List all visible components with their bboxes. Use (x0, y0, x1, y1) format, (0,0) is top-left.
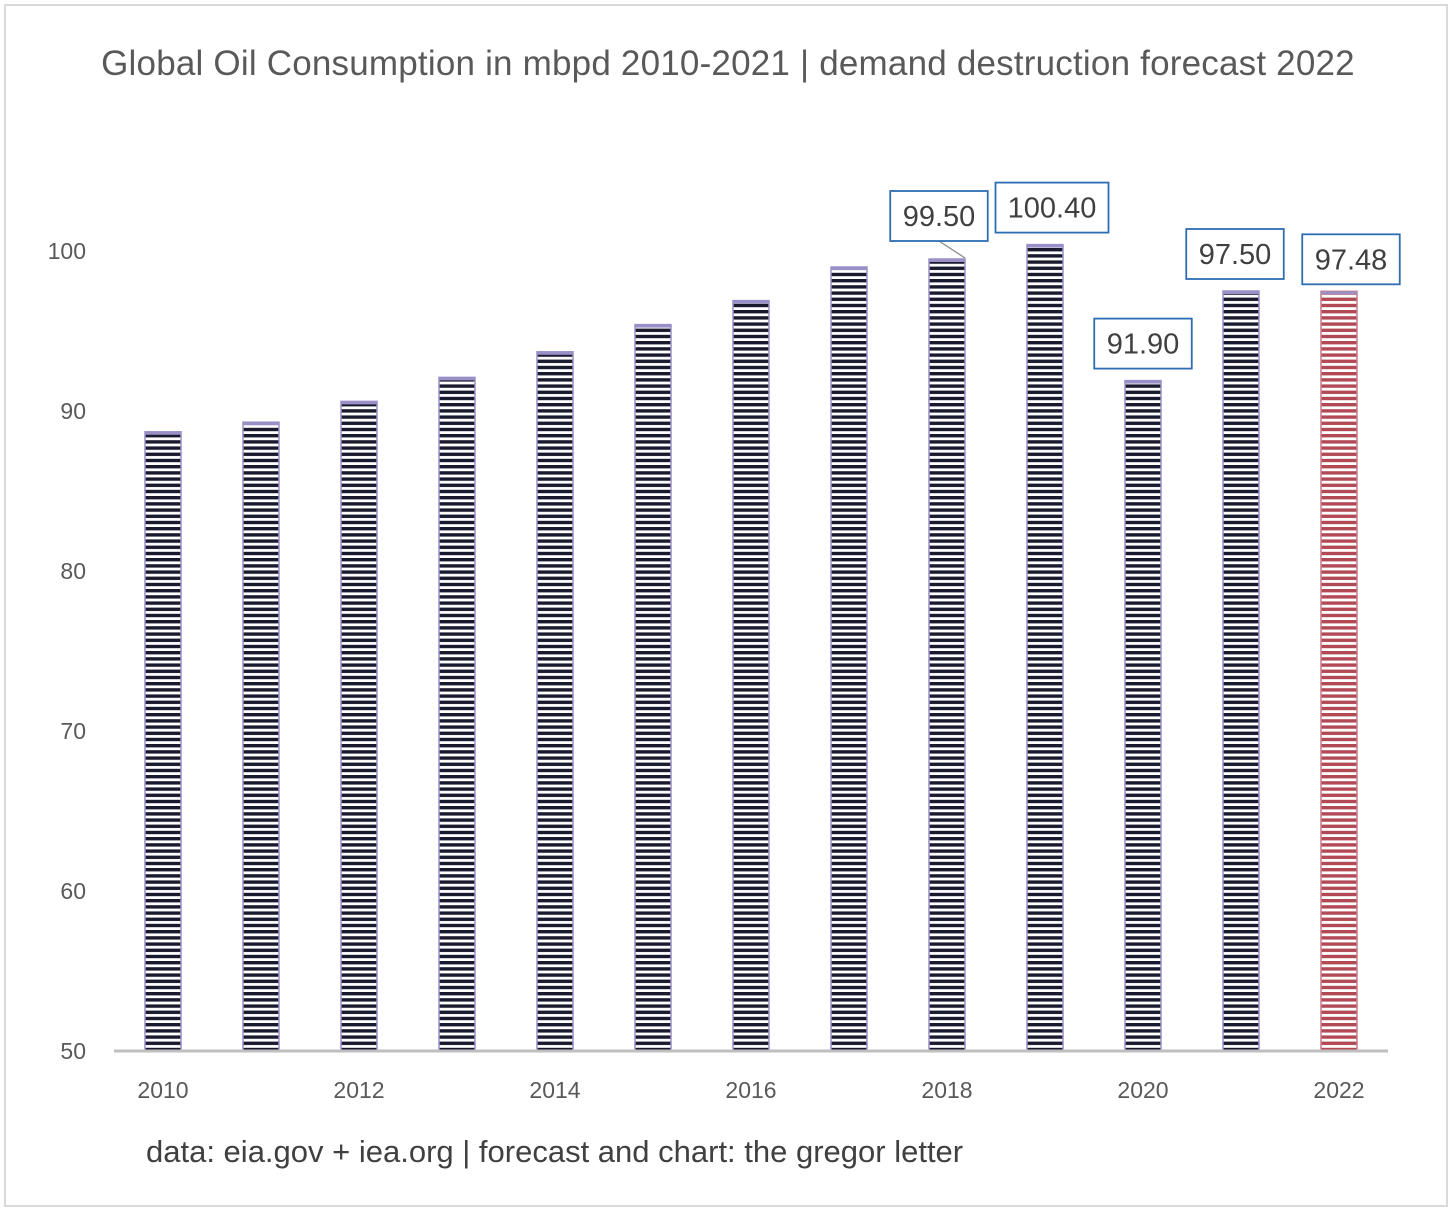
bar-2019 (1026, 243, 1064, 1052)
data-label-2022: 97.48 (1315, 244, 1388, 276)
data-label-leader-2018 (938, 240, 966, 259)
data-label-2020: 91.90 (1107, 329, 1180, 361)
data-label-box-2020 (1093, 317, 1193, 370)
bar-2012 (340, 400, 378, 1052)
bar-cap-2017 (831, 267, 867, 270)
y-tick-label-80: 80 (60, 558, 86, 584)
y-tick-label-50: 50 (60, 1038, 86, 1064)
data-label-2021: 97.50 (1199, 239, 1272, 271)
bar-2022 (1320, 290, 1358, 1052)
x-tick-label-2014: 2014 (529, 1077, 580, 1103)
bar-cap-2019 (1027, 244, 1063, 248)
bar-cap-2015 (635, 324, 671, 328)
data-label-box-2021 (1185, 228, 1285, 280)
x-tick-label-2010: 2010 (137, 1077, 188, 1103)
x-tick-label-2018: 2018 (921, 1077, 972, 1103)
data-label-box-2022 (1301, 233, 1401, 286)
data-label-box-2019 (994, 181, 1110, 234)
x-tick-label-2022: 2022 (1313, 1077, 1364, 1103)
data-label-2019: 100.40 (1008, 193, 1097, 225)
bar-2018 (928, 258, 966, 1052)
bar-2015 (634, 323, 672, 1052)
data-label-2018: 99.50 (903, 201, 976, 233)
bar-2017 (830, 266, 868, 1052)
bar-2021 (1222, 290, 1260, 1052)
y-tick-label-70: 70 (60, 718, 86, 744)
bar-cap-2014 (537, 351, 573, 355)
y-tick-label-60: 60 (60, 878, 86, 904)
bar-cap-2013 (439, 377, 475, 381)
bar-2010 (144, 431, 182, 1052)
bar-cap-2010 (145, 431, 181, 435)
bar-2016 (732, 299, 770, 1052)
data-label-box-2018 (889, 190, 989, 242)
bar-2020 (1124, 379, 1162, 1052)
x-tick-label-2012: 2012 (333, 1077, 384, 1103)
bar-cap-2018 (929, 259, 965, 262)
chart-title: Global Oil Consumption in mbpd 2010-2021… (101, 44, 1355, 83)
bar-2013 (438, 376, 476, 1052)
y-tick-label-90: 90 (60, 398, 86, 424)
bar-2011 (242, 421, 280, 1052)
chart-footer-source: data: eia.gov + iea.org | forecast and c… (146, 1134, 964, 1169)
bar-cap-2011 (243, 422, 279, 426)
bar-cap-2020 (1125, 380, 1161, 384)
y-tick-label-100: 100 (48, 238, 86, 264)
bar-cap-2016 (733, 300, 769, 304)
bar-cap-2012 (341, 401, 377, 405)
x-tick-label-2016: 2016 (725, 1077, 776, 1103)
bar-cap-2021 (1223, 291, 1259, 294)
bar-cap-2022 (1321, 291, 1357, 295)
x-tick-label-2020: 2020 (1117, 1077, 1168, 1103)
bar-2014 (536, 351, 574, 1052)
